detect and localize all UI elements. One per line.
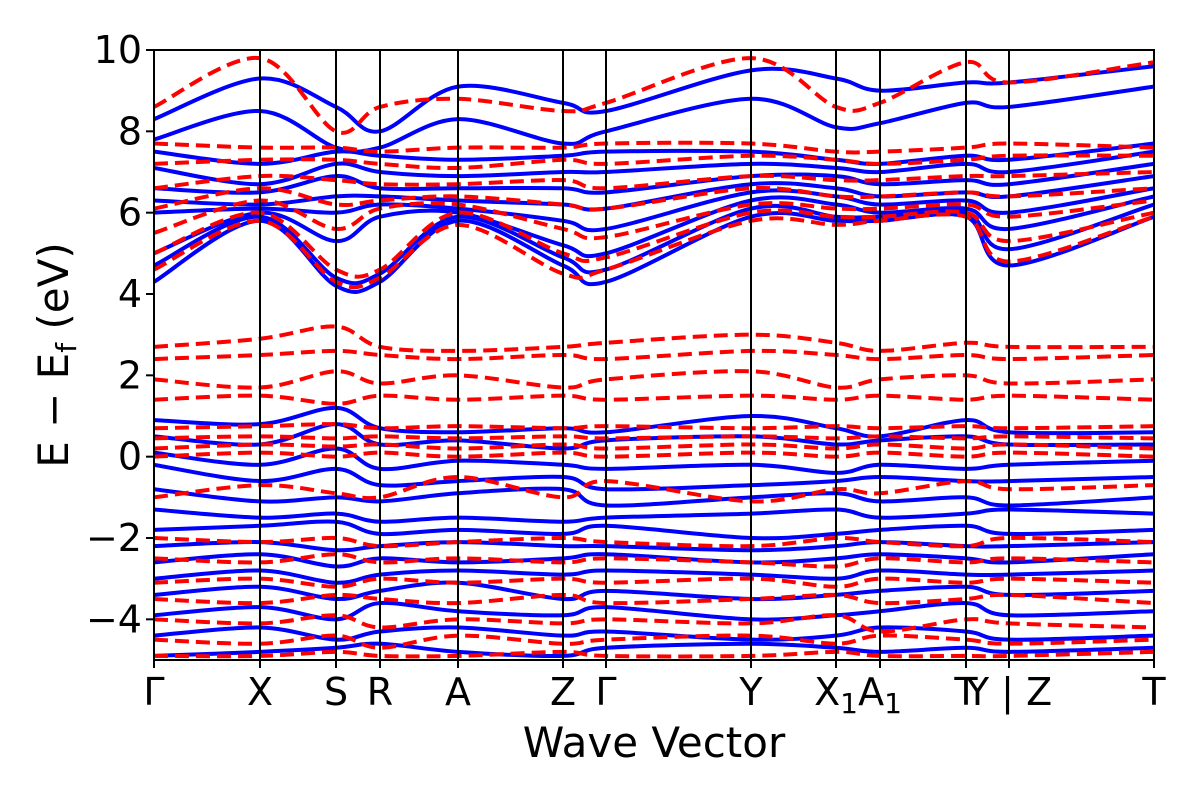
dashed-band-5 [154,552,1154,569]
dashed-band-15 [154,324,1154,353]
y-tick-label-1: −2 [86,516,142,560]
x-tick-label-main-2: S [324,670,348,714]
y-tick-label-4: 4 [118,272,142,316]
y-axis-label-sub: f [50,342,83,353]
x-tick-label-7: Y [738,670,763,714]
y-tick-label-2: 0 [118,435,142,479]
x-tick-label-1: X [247,670,273,714]
y-axis-label-main: E − E [29,353,78,468]
x-tick-label-4: A [445,670,471,714]
x-tick-label-8: X1 [814,670,858,720]
y-tick-label-0: −4 [86,597,142,641]
x-tick-label-sub-8: 1 [840,687,858,720]
dashed-band-22 [154,140,1154,155]
x-tick-label-2: S [324,670,348,714]
y-axis-label: E − Ef (eV) [29,242,83,468]
dashed-band-9 [154,442,1154,451]
x-tick-label-12: T [1141,670,1166,714]
y-axis-ticks: −4 −2 0 2 4 6 8 10 [86,28,154,641]
x-tick-label-main-6: Γ [595,670,616,714]
band-lines [154,56,1154,659]
x-tick-label-main-8: X [814,670,840,714]
x-tick-label-10: T [953,670,978,714]
dashed-band-10 [154,434,1154,441]
solid-band-9 [154,486,1154,508]
x-tick-label-0: Γ [143,670,164,714]
x-tick-label-main-5: Z [550,670,576,714]
y-tick-label-6: 8 [118,109,142,153]
dashed-band-4 [154,576,1154,589]
x-tick-label-main-1: X [247,670,273,714]
x-tick-label-main-0: Γ [143,670,164,714]
x-tick-label-3: R [367,670,393,714]
x-tick-label-main-7: Y [738,670,763,714]
x-tick-label-5: Z [550,670,576,714]
dashed-band-21 [154,153,1154,171]
y-axis-label-unit: (eV) [29,242,78,343]
x-tick-label-9: A1 [858,670,902,720]
x-tick-label-sub-9: 1 [884,687,902,720]
solid-band-4 [154,568,1154,585]
y-tick-label-3: 2 [118,353,142,397]
x-tick-label-main-12: T [1141,670,1166,714]
x-tick-label-main-3: R [367,670,393,714]
dashed-band-11 [154,422,1154,431]
x-tick-label-main-9: A [858,670,884,714]
dashed-band-7 [154,474,1154,504]
solid-band-7 [154,519,1154,541]
dashed-band-23 [154,56,1154,135]
dashed-band-19 [154,185,1154,212]
dashed-band-3 [154,592,1154,606]
solid-band-8 [154,507,1154,524]
dashed-band-8 [154,450,1154,459]
dashed-band-1 [154,633,1154,650]
y-tick-label-7: 10 [94,28,142,72]
kpoint-lines [259,50,1010,660]
y-tick-label-5: 6 [118,191,142,235]
dashed-band-2 [154,613,1154,634]
plot-frame [153,49,1155,661]
x-tick-label-main-4: A [445,670,471,714]
x-axis-label: Wave Vector [523,718,786,767]
dashed-band-14 [154,348,1154,362]
dashed-band-13 [154,369,1154,390]
x-tick-label-6: Γ [595,670,616,714]
dashed-band-12 [154,393,1154,406]
solid-band-6 [154,539,1154,553]
dashed-band-0 [154,649,1154,659]
dashed-band-20 [154,170,1154,191]
x-tick-label-main-10: T [953,670,978,714]
dashed-band-18 [154,198,1154,241]
dashed-band-6 [154,535,1154,549]
x-tick-label-11: Y | Z [965,670,1052,715]
dashed-band-16 [154,212,1154,290]
x-tick-label-main-11: Y | Z [965,670,1052,715]
